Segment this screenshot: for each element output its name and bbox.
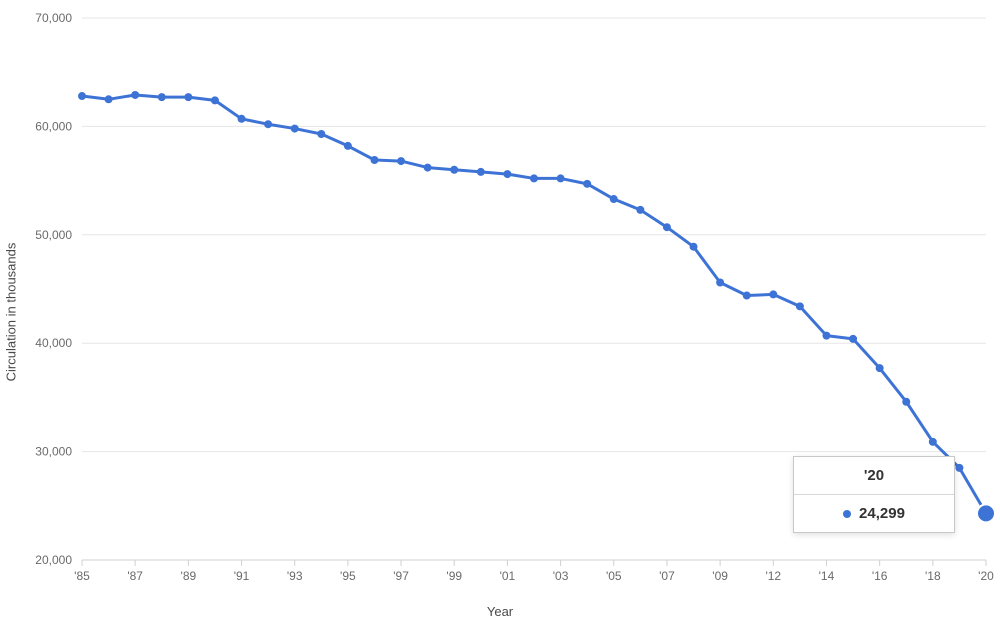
x-tick-label: '12 bbox=[765, 569, 781, 583]
chart-tooltip: '20 24,299 bbox=[793, 456, 955, 533]
data-point[interactable] bbox=[211, 96, 219, 104]
data-point[interactable] bbox=[238, 115, 246, 123]
data-point[interactable] bbox=[716, 278, 724, 286]
x-tick-label: '16 bbox=[872, 569, 888, 583]
data-point[interactable] bbox=[636, 206, 644, 214]
x-tick-label: '87 bbox=[127, 569, 143, 583]
data-point[interactable] bbox=[557, 174, 565, 182]
x-tick-label: '85 bbox=[74, 569, 90, 583]
data-point[interactable] bbox=[610, 195, 618, 203]
x-tick-label: '14 bbox=[819, 569, 835, 583]
x-tick-label: '18 bbox=[925, 569, 941, 583]
x-tick-label: '09 bbox=[712, 569, 728, 583]
data-point[interactable] bbox=[849, 335, 857, 343]
data-point[interactable] bbox=[370, 156, 378, 164]
tooltip-body: 24,299 bbox=[794, 495, 954, 532]
tooltip-header: '20 bbox=[794, 457, 954, 495]
x-tick-label: '95 bbox=[340, 569, 356, 583]
y-tick-label: 20,000 bbox=[35, 553, 72, 567]
data-point[interactable] bbox=[796, 302, 804, 310]
data-point[interactable] bbox=[105, 95, 113, 103]
data-point[interactable] bbox=[769, 290, 777, 298]
y-tick-label: 50,000 bbox=[35, 228, 72, 242]
data-point[interactable] bbox=[876, 364, 884, 372]
data-point[interactable] bbox=[583, 180, 591, 188]
x-tick-label: '05 bbox=[606, 569, 622, 583]
data-point[interactable] bbox=[397, 157, 405, 165]
data-point[interactable] bbox=[929, 438, 937, 446]
data-point[interactable] bbox=[530, 174, 538, 182]
data-point[interactable] bbox=[955, 464, 963, 472]
x-tick-label: '07 bbox=[659, 569, 675, 583]
x-tick-label: '97 bbox=[393, 569, 409, 583]
tooltip-dot-icon bbox=[843, 510, 851, 518]
y-tick-label: 30,000 bbox=[35, 445, 72, 459]
data-point[interactable] bbox=[78, 92, 86, 100]
y-tick-label: 70,000 bbox=[35, 11, 72, 25]
data-point[interactable] bbox=[424, 164, 432, 172]
data-point[interactable] bbox=[158, 93, 166, 101]
data-point[interactable] bbox=[663, 223, 671, 231]
x-tick-label: '03 bbox=[553, 569, 569, 583]
x-tick-label: '99 bbox=[446, 569, 462, 583]
data-point[interactable] bbox=[822, 332, 830, 340]
line-chart: Circulation in thousands Year 20,00030,0… bbox=[0, 0, 1000, 623]
data-point[interactable] bbox=[131, 91, 139, 99]
x-tick-label: '93 bbox=[287, 569, 303, 583]
data-point[interactable] bbox=[344, 142, 352, 150]
data-point[interactable] bbox=[291, 125, 299, 133]
tooltip-value: 24,299 bbox=[859, 505, 905, 522]
data-point[interactable] bbox=[690, 243, 698, 251]
data-point[interactable] bbox=[477, 168, 485, 176]
data-point[interactable] bbox=[450, 166, 458, 174]
x-tick-label: '89 bbox=[181, 569, 197, 583]
y-tick-label: 40,000 bbox=[35, 336, 72, 350]
series-line bbox=[82, 95, 986, 513]
x-tick-label: '91 bbox=[234, 569, 250, 583]
x-tick-label: '01 bbox=[500, 569, 516, 583]
data-point[interactable] bbox=[184, 93, 192, 101]
data-point[interactable] bbox=[264, 120, 272, 128]
data-point[interactable] bbox=[317, 130, 325, 138]
data-point[interactable] bbox=[902, 398, 910, 406]
data-point[interactable] bbox=[743, 292, 751, 300]
x-tick-label: '20 bbox=[978, 569, 994, 583]
data-point-highlighted[interactable] bbox=[977, 504, 995, 522]
y-tick-label: 60,000 bbox=[35, 119, 72, 133]
data-point[interactable] bbox=[503, 170, 511, 178]
